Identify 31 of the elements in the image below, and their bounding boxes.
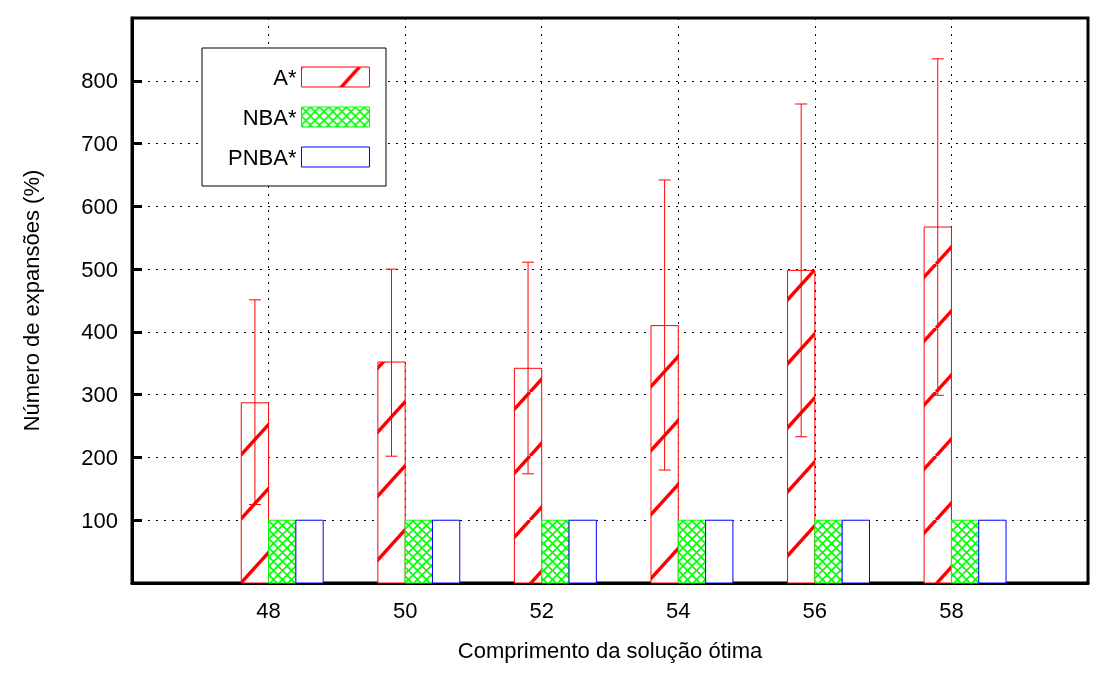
bar	[541, 519, 570, 584]
bar	[268, 519, 297, 584]
bar	[841, 519, 870, 584]
y-tick-label: 600	[81, 193, 118, 219]
x-tick-label: 54	[666, 597, 691, 623]
legend-label: PNBA*	[227, 144, 297, 170]
bar	[814, 519, 843, 584]
y-tick-label: 800	[81, 68, 118, 94]
bar	[705, 519, 734, 584]
legend-label: A*	[273, 64, 297, 90]
bar	[950, 519, 980, 584]
y-tick-label: 400	[81, 319, 118, 345]
x-tick-label: 50	[392, 597, 418, 623]
bar	[404, 519, 433, 584]
x-tick-label: 56	[802, 597, 828, 623]
x-tick-label: 58	[939, 597, 964, 623]
x-tick-label: 52	[529, 597, 554, 623]
x-axis-title: Comprimento da solução ótima	[457, 637, 763, 663]
bar	[978, 519, 1007, 584]
y-tick-label: 200	[81, 444, 118, 470]
y-tick-label: 700	[81, 131, 118, 157]
y-tick-label: 100	[81, 507, 118, 533]
legend-label: NBA*	[242, 104, 297, 130]
y-tick-label: 500	[81, 256, 118, 282]
bar	[295, 519, 324, 584]
y-tick-label: 300	[81, 382, 118, 408]
bar	[568, 519, 597, 584]
y-axis-title: Número de expansões (%)	[18, 169, 44, 432]
x-tick-label: 48	[256, 597, 281, 623]
bar	[431, 519, 461, 584]
bar	[677, 519, 707, 584]
